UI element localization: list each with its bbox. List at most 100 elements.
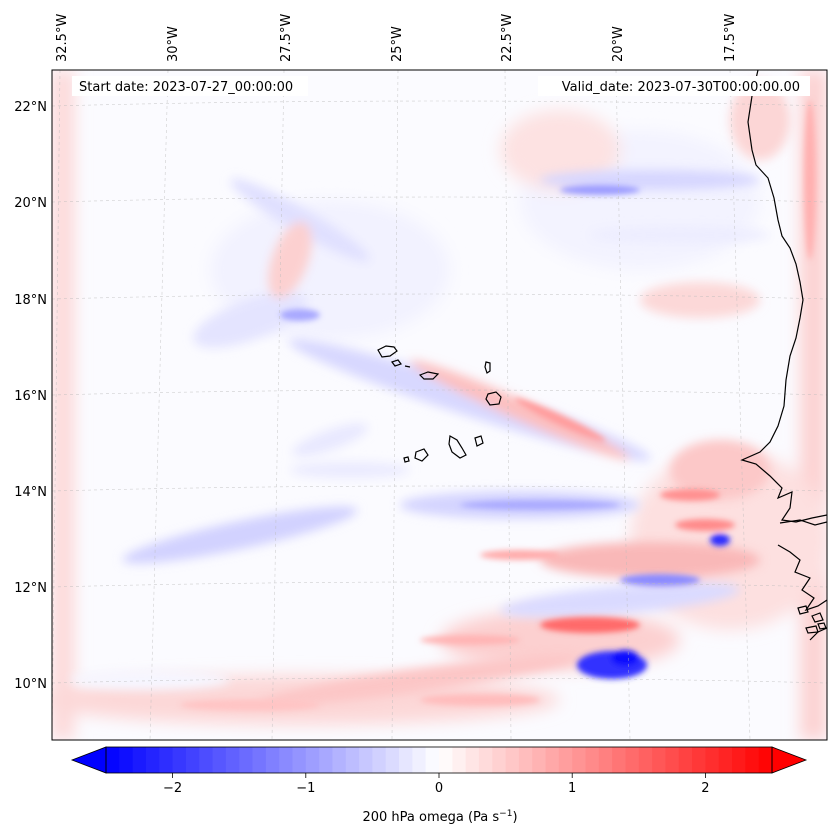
- lat-label: 16°N: [14, 389, 47, 404]
- longitude-labels: 32.5°W 30°W 27.5°W 25°W 22.5°W 20°W 17.5…: [55, 14, 738, 62]
- colorbar-segment: [412, 747, 427, 773]
- colorbar-tick-label: 0: [435, 781, 443, 796]
- sao-vicente-island: [391, 359, 402, 367]
- bissagos-islands: [797, 605, 827, 634]
- colorbar-segment: [558, 747, 573, 773]
- colorbar-segment: [265, 747, 280, 773]
- lat-label: 10°N: [14, 677, 47, 692]
- colorbar-segment: [292, 747, 307, 773]
- lon-label: 30°W: [166, 26, 181, 62]
- coastlines: [377, 70, 827, 641]
- lon-label: 25°W: [390, 26, 405, 62]
- colorbar-segment: [598, 747, 613, 773]
- map-area: [52, 70, 827, 740]
- colorbar-segment: [145, 747, 160, 773]
- colorbar-segment: [172, 747, 187, 773]
- colorbar-segment: [532, 747, 547, 773]
- colorbar-segment: [106, 747, 120, 773]
- parallel-22n: [52, 100, 827, 107]
- lon-label: 20°W: [611, 26, 626, 62]
- colorbar-segment: [625, 747, 640, 773]
- colorbar-min-extend: [70, 746, 107, 774]
- colorbar-segment: [212, 747, 227, 773]
- fogo-island: [414, 448, 429, 462]
- colorbar-tick-label: −2: [163, 781, 182, 796]
- colorbar-segment: [545, 747, 560, 773]
- colorbar-segment: [132, 747, 147, 773]
- parallel-12n: [52, 581, 827, 588]
- lon-label: 32.5°W: [55, 14, 70, 62]
- maio-island: [474, 435, 484, 447]
- latitude-labels: 22°N 20°N 18°N 16°N 14°N 12°N 10°N: [14, 100, 47, 692]
- colorbar-segment: [345, 747, 360, 773]
- guinea-bissau-coastline: [777, 544, 827, 612]
- brava-island: [403, 456, 410, 463]
- colorbar-segment: [372, 747, 387, 773]
- colorbar-tick-label: 1: [568, 781, 576, 796]
- lat-label: 18°N: [14, 293, 47, 308]
- parallel-16n: [52, 389, 827, 396]
- colorbar-segment: [518, 747, 533, 773]
- colorbar-segment: [425, 747, 440, 773]
- lat-label: 22°N: [14, 100, 47, 115]
- colorbar-max-extend: [771, 746, 808, 774]
- parallel-20n: [52, 196, 827, 203]
- colorbar-segment: [385, 747, 400, 773]
- colorbar: −2 −1 0 1 2 200 hPa omega (Pa s−1): [70, 746, 808, 825]
- colorbar-segment: [758, 747, 773, 773]
- meridian-27-5w: [271, 70, 285, 740]
- lat-label: 20°N: [14, 196, 47, 211]
- colorbar-ticks: −2 −1 0 1 2: [163, 773, 710, 796]
- meridian-30w: [149, 70, 169, 740]
- santo-antao-island: [377, 345, 398, 358]
- colorbar-segment: [159, 747, 174, 773]
- colorbar-segment: [119, 747, 134, 773]
- colorbar-tick-label: 2: [701, 781, 709, 796]
- lon-label: 22.5°W: [500, 14, 515, 62]
- colorbar-segment: [239, 747, 254, 773]
- colorbar-segment: [319, 747, 333, 773]
- valid-date-background: [538, 76, 810, 96]
- colorbar-label: 200 hPa omega (Pa s−1): [362, 809, 517, 825]
- colorbar-segment: [199, 747, 214, 773]
- colorbar-segment: [399, 747, 413, 773]
- boa-vista-island: [485, 391, 502, 406]
- colorbar-segment: [478, 747, 493, 773]
- lat-label: 12°N: [14, 581, 47, 596]
- colorbar-segment: [505, 747, 520, 773]
- parallel-10n: [52, 677, 827, 684]
- parallel-14n: [52, 485, 827, 492]
- colorbar-segment: [678, 747, 693, 773]
- santiago-island: [448, 435, 467, 459]
- colorbar-segment: [652, 747, 666, 773]
- meridian-32-5w: [52, 70, 61, 740]
- colorbar-segment: [638, 747, 653, 773]
- lat-label: 14°N: [14, 485, 47, 500]
- colorbar-segment: [692, 747, 706, 773]
- colorbar-segment: [492, 747, 507, 773]
- africa-coastline: [740, 70, 827, 523]
- colorbar-segment: [279, 747, 293, 773]
- lon-label: 17.5°W: [723, 14, 738, 62]
- guinea-coastline: [809, 627, 827, 641]
- start-date-background: [72, 76, 308, 96]
- meridian-17-5w: [729, 70, 751, 740]
- colorbar-segment: [718, 747, 733, 773]
- colorbar-segment: [225, 747, 240, 773]
- lon-label: 27.5°W: [279, 14, 294, 62]
- colorbar-segment: [572, 747, 587, 773]
- gambia-coastline: [779, 519, 827, 526]
- colorbar-segment: [305, 747, 320, 773]
- meridian-20w: [615, 70, 631, 740]
- colorbar-segment: [612, 747, 626, 773]
- colorbar-segment: [252, 747, 267, 773]
- meridian-22-5w: [504, 70, 512, 740]
- omega-contour-field: [52, 70, 827, 740]
- sal-island: [484, 361, 491, 374]
- map-frame: [51, 69, 828, 741]
- colorbar-segment: [705, 747, 720, 773]
- colorbar-segment: [465, 747, 480, 773]
- colorbar-segment: [452, 747, 467, 773]
- colorbar-segments: [106, 747, 773, 773]
